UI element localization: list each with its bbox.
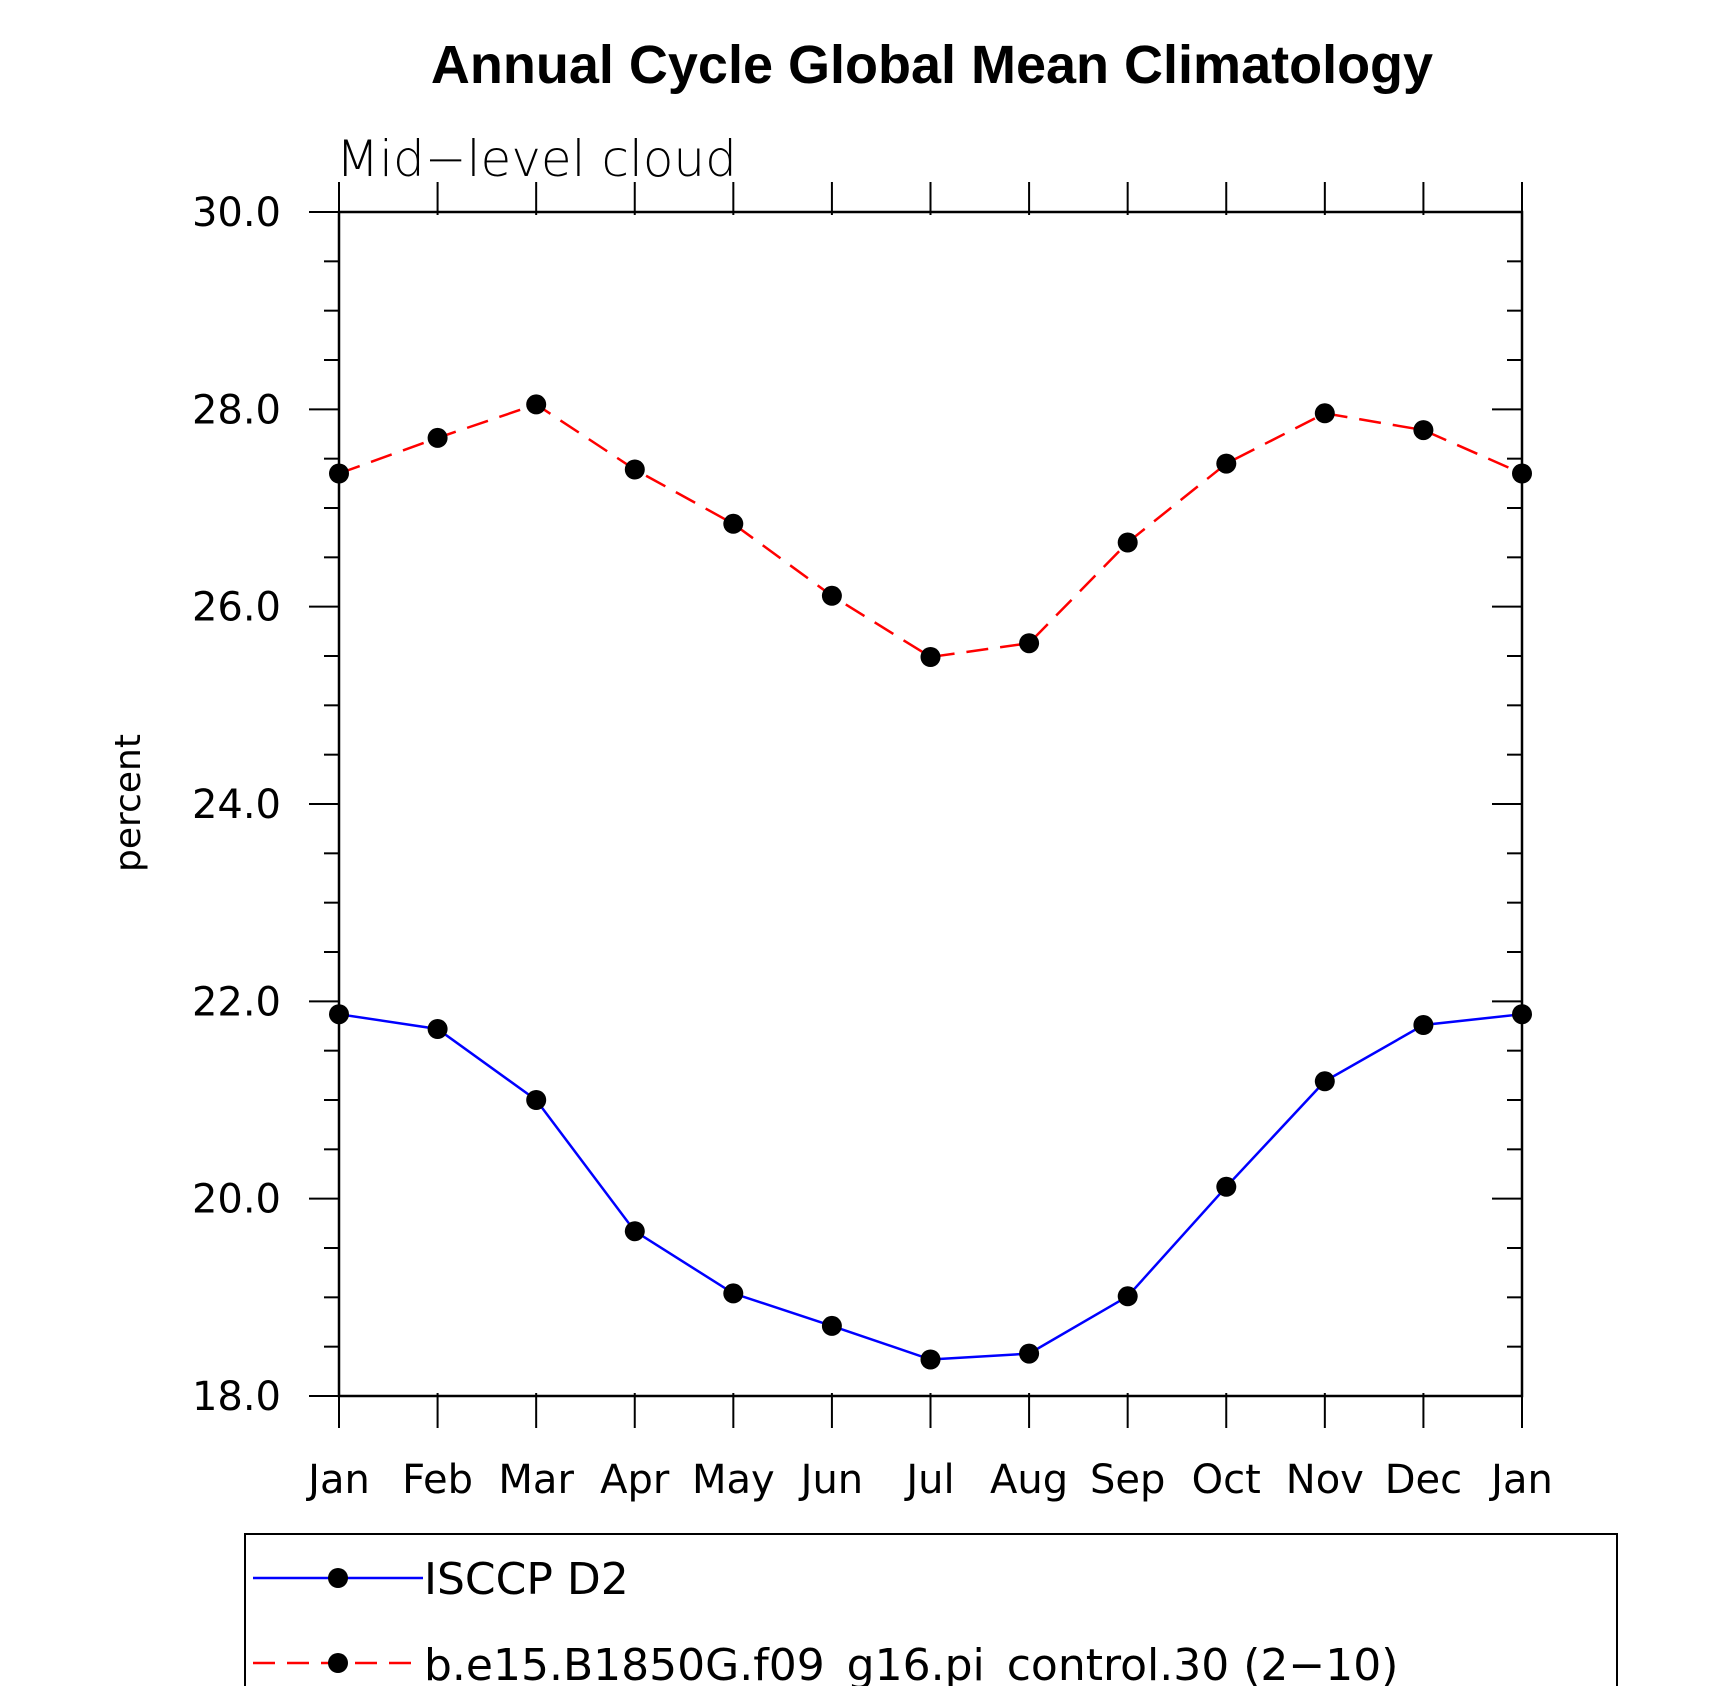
x-tick-label: Jan: [305, 1457, 370, 1503]
x-tick-label: Jun: [798, 1457, 864, 1503]
y-tick-label: 26.0: [192, 585, 281, 631]
data-point-series-1: [329, 463, 349, 484]
data-point-series-0: [1413, 1015, 1434, 1035]
data-point-series-1: [624, 459, 645, 480]
data-point-series-1: [1019, 633, 1040, 654]
data-point-series-0: [1512, 1004, 1532, 1025]
x-tick-label: Oct: [1192, 1457, 1261, 1503]
x-tick-label: Mar: [498, 1457, 574, 1503]
data-point-series-1: [723, 513, 744, 534]
series-line-1: [338, 403, 1523, 659]
x-ticks: Jan Feb Mar Apr May Jun Jul Aug Sep Oct Nov Dec Jan: [305, 182, 1553, 1503]
data-point-series-1: [1117, 532, 1138, 553]
data-point-series-0: [723, 1283, 744, 1304]
y-tick-label: 30.0: [192, 190, 281, 236]
y-tick-label: 24.0: [192, 782, 281, 828]
series-line-0: [338, 1012, 1523, 1361]
legend-box: [244, 1533, 1618, 1686]
legend-label-model: b.e15.B1850G.f09_g16.pi_control.30 (2−10…: [424, 1640, 1398, 1686]
chart-title: Annual Cycle Global Mean Climatology: [431, 35, 1433, 95]
plot-frame: [337, 210, 1524, 1398]
chart-subtitle: Mid−level cloud: [336, 130, 737, 188]
x-tick-label: Sep: [1090, 1457, 1165, 1503]
data-point-series-1: [1512, 463, 1532, 484]
y-tick-label: 22.0: [192, 979, 281, 1025]
legend: ISCCP D2 b.e15.B1850G.f09_g16.pi_control…: [244, 1533, 1618, 1686]
x-tick-label: Aug: [990, 1457, 1068, 1503]
data-point-series-0: [427, 1019, 448, 1039]
data-point-series-1: [427, 427, 448, 448]
data-point-series-0: [920, 1349, 941, 1370]
legend-label-isccp: ISCCP D2: [424, 1554, 629, 1605]
x-tick-label: Nov: [1286, 1457, 1364, 1503]
y-axis-label: percent: [108, 734, 149, 872]
y-ticks: 30.0 28.0 26.0 24.0 22.0 20.0 18.0: [192, 190, 1522, 1420]
x-tick-label: Jul: [903, 1457, 954, 1503]
data-point-series-0: [821, 1315, 842, 1336]
y-tick-label: 28.0: [192, 387, 281, 433]
data-point-series-1: [920, 647, 941, 667]
x-tick-label: Jan: [1488, 1457, 1553, 1503]
data-point-series-1: [821, 585, 842, 606]
data-point-series-0: [329, 1004, 349, 1025]
x-tick-label: Dec: [1385, 1457, 1462, 1503]
data-point-series-0: [1117, 1286, 1138, 1307]
x-tick-label: Feb: [402, 1457, 473, 1503]
data-point-series-0: [1314, 1071, 1335, 1092]
legend-marker-model: [328, 1653, 348, 1673]
data-point-series-0: [624, 1221, 645, 1242]
legend-marker-isccp: [328, 1568, 348, 1588]
x-tick-label: May: [692, 1457, 775, 1503]
x-tick-label: Apr: [600, 1457, 670, 1503]
data-point-series-1: [1314, 403, 1335, 424]
y-tick-label: 18.0: [192, 1374, 281, 1420]
data-point-series-1: [1413, 420, 1434, 441]
data-point-series-0: [1019, 1343, 1040, 1364]
series-layer: [329, 394, 1532, 1370]
data-point-series-1: [526, 394, 547, 415]
data-point-series-1: [1216, 453, 1237, 474]
data-point-series-0: [1216, 1176, 1237, 1197]
y-tick-label: 20.0: [192, 1177, 281, 1223]
data-point-series-0: [526, 1090, 547, 1110]
